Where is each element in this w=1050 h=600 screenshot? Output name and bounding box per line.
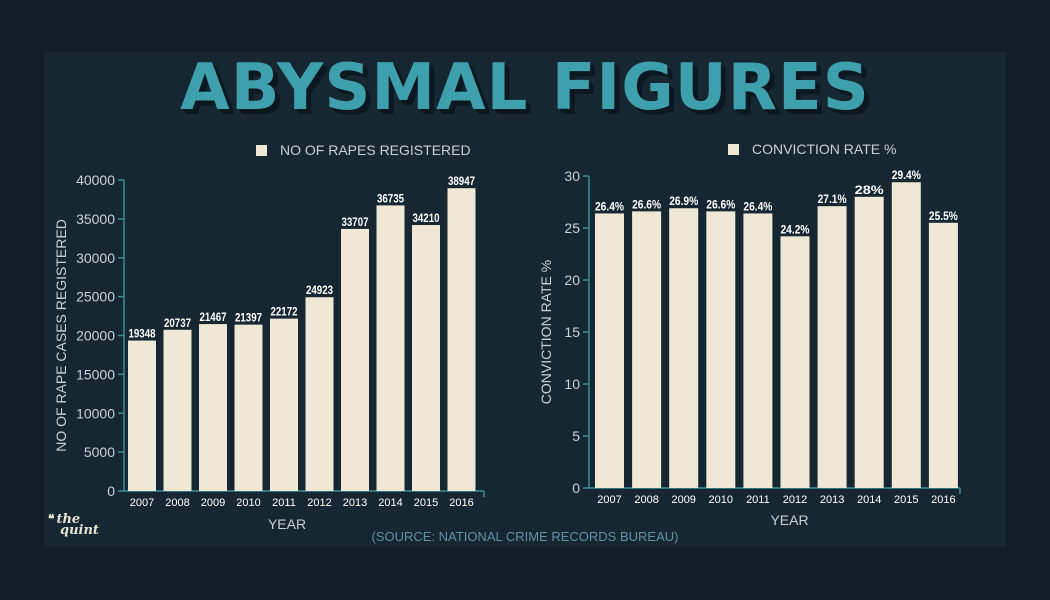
x-axis-title: YEAR xyxy=(770,512,808,528)
bar xyxy=(163,329,192,491)
y-tick-label: 30000 xyxy=(76,250,115,266)
bar-value-label: 33707 xyxy=(342,215,369,229)
logo-line-1: the xyxy=(56,512,81,527)
x-tick-label: 2011 xyxy=(272,497,296,509)
y-tick-label: 35000 xyxy=(76,211,115,227)
x-tick-label: 2015 xyxy=(894,494,918,506)
y-tick-label: 0 xyxy=(107,483,115,499)
bar-value-label: 21397 xyxy=(235,311,262,325)
bar-value-label: 26.4% xyxy=(595,199,624,213)
y-tick-label: 30 xyxy=(564,168,580,184)
the-quint-logo: ❝ the quint xyxy=(48,512,99,538)
x-tick-label: 2016 xyxy=(931,494,955,506)
y-tick-label: 10000 xyxy=(76,405,115,421)
y-tick-label: 10 xyxy=(564,376,580,392)
bar-value-label: 28% xyxy=(855,183,884,197)
quote-mark-icon: ❝ xyxy=(48,512,55,526)
y-tick-label: 20 xyxy=(564,272,580,288)
bar-value-label: 34210 xyxy=(413,211,440,225)
bar-value-label: 20737 xyxy=(164,316,191,330)
y-tick-label: 5000 xyxy=(84,444,115,460)
bar-value-label: 36735 xyxy=(377,191,404,205)
y-tick-label: 40000 xyxy=(76,172,115,188)
x-tick-label: 2007 xyxy=(130,497,154,509)
bar xyxy=(199,324,227,491)
bar xyxy=(891,182,921,489)
bar-value-label: 22172 xyxy=(271,305,298,319)
bar-value-label: 29.4% xyxy=(892,168,921,182)
x-tick-label: 2010 xyxy=(236,497,260,509)
x-axis-title: YEAR xyxy=(268,516,306,532)
bar xyxy=(854,196,884,489)
x-tick-label: 2008 xyxy=(634,494,658,506)
bar xyxy=(928,222,958,489)
x-tick-label: 2013 xyxy=(820,494,844,506)
x-tick-label: 2015 xyxy=(414,497,438,509)
y-axis-title: NO OF RAPE CASES REGISTERED xyxy=(53,219,69,452)
bar-value-label: 26.9% xyxy=(669,194,698,208)
x-tick-label: 2013 xyxy=(343,497,367,509)
bar xyxy=(447,188,476,491)
bar-value-label: 25.5% xyxy=(929,209,958,223)
x-tick-label: 2011 xyxy=(746,494,770,506)
bar-value-label: 26.6% xyxy=(706,197,735,211)
y-tick-label: 0 xyxy=(572,480,580,496)
bar xyxy=(743,213,773,488)
bar-value-label: 21467 xyxy=(200,310,227,324)
x-tick-label: 2012 xyxy=(783,494,807,506)
x-tick-label: 2008 xyxy=(165,497,189,509)
y-tick-label: 20000 xyxy=(76,328,115,344)
bar xyxy=(305,297,334,491)
bar-value-label: 26.4% xyxy=(743,199,772,213)
source-note: (SOURCE: NATIONAL CRIME RECORDS BUREAU) xyxy=(371,529,679,544)
x-tick-label: 2016 xyxy=(449,497,473,509)
page-title: ABYSMAL FIGURES xyxy=(180,51,870,125)
y-tick-label: 15 xyxy=(564,324,580,340)
bar-value-label: 19348 xyxy=(129,327,156,341)
legend-swatch xyxy=(728,144,739,155)
bar xyxy=(234,324,263,491)
x-tick-label: 2010 xyxy=(709,494,733,506)
bar xyxy=(128,340,156,491)
bar xyxy=(817,206,847,488)
legend-swatch xyxy=(256,145,267,156)
bar xyxy=(632,211,662,489)
legend-label: CONVICTION RATE % xyxy=(752,141,896,157)
bar-value-label: 26.6% xyxy=(632,197,661,211)
legend-label: NO OF RAPES REGISTERED xyxy=(280,142,471,158)
x-tick-label: 2009 xyxy=(201,497,225,509)
bar xyxy=(412,225,440,491)
x-tick-label: 2014 xyxy=(378,497,402,509)
bar xyxy=(669,208,699,489)
bar-value-label: 38947 xyxy=(448,174,475,188)
y-tick-label: 15000 xyxy=(76,366,115,382)
bar xyxy=(341,228,369,491)
x-tick-label: 2007 xyxy=(597,494,621,506)
bar xyxy=(780,236,810,488)
bar-value-label: 24923 xyxy=(306,283,333,297)
y-tick-label: 25000 xyxy=(76,289,115,305)
x-tick-label: 2014 xyxy=(857,494,881,506)
y-axis-title: CONVICTION RATE % xyxy=(538,260,554,404)
y-tick-label: 25 xyxy=(564,220,580,236)
x-tick-label: 2012 xyxy=(307,497,331,509)
bar-value-label: 27.1% xyxy=(818,192,847,206)
x-tick-label: 2009 xyxy=(671,494,695,506)
bar-value-label: 24.2% xyxy=(781,222,810,236)
y-tick-label: 5 xyxy=(572,428,580,444)
logo-line-2: quint xyxy=(60,523,99,538)
bar xyxy=(376,205,405,491)
bar xyxy=(270,318,298,491)
bar xyxy=(595,213,624,488)
bar xyxy=(706,211,736,489)
